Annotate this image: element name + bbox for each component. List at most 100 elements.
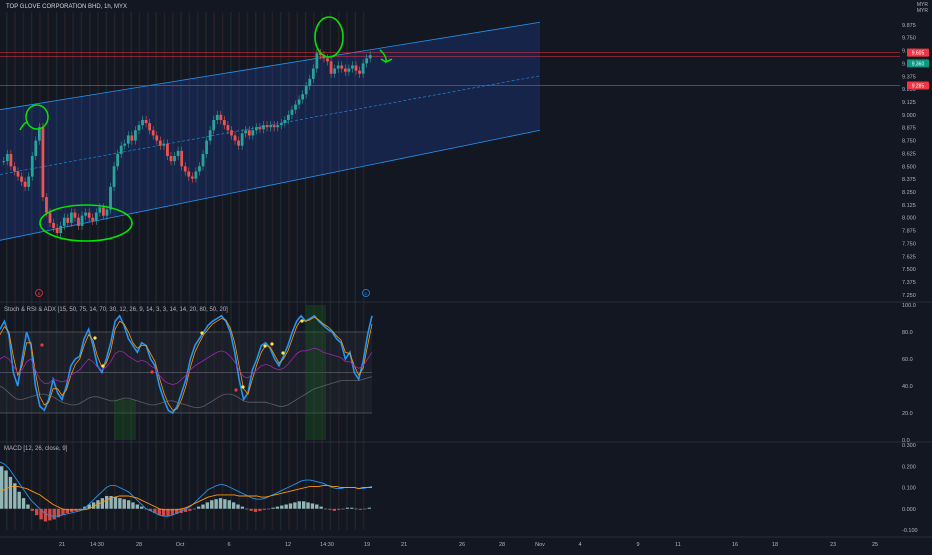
candle-body [258, 127, 262, 130]
macd-histogram-bar [148, 508, 153, 511]
candle-body [169, 156, 173, 162]
candle-body [212, 120, 216, 131]
candle-body [41, 127, 45, 198]
stoch-k-line [0, 314, 373, 415]
candle-body [297, 99, 301, 105]
stoch-signal-dot [40, 343, 44, 347]
session-stripe [14, 12, 16, 530]
candle-body [215, 114, 219, 120]
time-axis-tick: 18 [772, 542, 778, 548]
macd-histogram-bar [118, 498, 122, 509]
candle-body [233, 135, 237, 141]
macd-histogram-bar [345, 507, 350, 509]
macd-histogram-bar [245, 508, 249, 510]
candle-body [144, 120, 148, 124]
time-axis-tick: 23 [830, 542, 836, 548]
candle-body [2, 161, 6, 163]
candle-body [322, 55, 326, 59]
stoch-signal-dot [281, 351, 285, 355]
price-axis-tick: 7.875 [902, 229, 916, 235]
macd-histogram-bar [166, 508, 170, 517]
candle-body [55, 228, 59, 234]
candle-body [148, 123, 152, 131]
macd-histogram-bar [262, 508, 266, 510]
macd-axis-tick: 0.300 [902, 443, 916, 449]
session-stripe [72, 12, 74, 530]
time-axis-tick: 12 [285, 542, 291, 548]
macd-histogram-bar [258, 508, 262, 511]
price-axis-tick: 9.375 [902, 74, 916, 80]
macd-histogram-bar [188, 508, 192, 511]
session-stripe [338, 12, 340, 530]
candle-body [326, 58, 329, 62]
currency-label: MYR MYR [917, 2, 928, 14]
macd-histogram-bar [240, 506, 245, 509]
macd-histogram-bar [126, 500, 131, 509]
macd-histogram-bar [35, 508, 39, 516]
stoch-signal-dot [101, 364, 105, 368]
channel-mid-line [0, 75, 541, 175]
stoch-rsi-adx-label[interactable]: Stoch & RSI & ADX [15, 50, 75, 14, 70, 3… [4, 307, 228, 313]
candle-body [151, 130, 155, 136]
macd-histogram-bar [214, 499, 218, 509]
session-stripe [263, 12, 265, 530]
candle-body [59, 225, 63, 234]
session-stripe [80, 12, 83, 530]
annotation-stroke [19, 121, 29, 131]
session-stripe [238, 12, 240, 530]
session-stripe [55, 12, 58, 530]
price-axis-tick: 8.125 [902, 203, 916, 209]
earnings-marker-letter: E [38, 291, 41, 296]
stoch-signal-dot [150, 370, 154, 374]
session-stripe [138, 12, 141, 530]
stoch-d-line [0, 316, 373, 411]
adx-line [0, 376, 373, 409]
session-stripe [64, 12, 66, 530]
session-stripe [321, 12, 323, 530]
candle-body [109, 186, 112, 210]
candle-body [315, 53, 319, 69]
macd-histogram-bar [4, 470, 8, 509]
candle-body [119, 145, 123, 154]
time-axis-tick: 14:30 [90, 542, 104, 548]
macd-histogram-bar [253, 508, 258, 512]
session-stripe [221, 12, 224, 530]
candle-body [45, 197, 48, 213]
price-tag-bg [907, 48, 929, 57]
time-axis-tick: Oct [176, 542, 185, 548]
stoch-axis-tick: 80.0 [902, 330, 913, 336]
candle-body [98, 207, 102, 213]
candle-body [158, 140, 162, 146]
time-axis-tick: 11 [675, 542, 681, 548]
time-axis-tick: 16 [732, 542, 738, 548]
session-stripe [39, 12, 41, 530]
macd-histogram-bar [297, 501, 301, 509]
macd-histogram-bar [56, 508, 61, 518]
macd-line [0, 461, 373, 517]
macd-histogram-bar [8, 476, 13, 509]
price-axis-tick: 9.750 [902, 36, 916, 42]
macd-histogram-bar [39, 508, 43, 520]
price-axis-tick: 7.500 [902, 267, 916, 273]
candle-body [94, 212, 98, 221]
session-stripe [6, 12, 8, 530]
price-axis-tick: 7.375 [902, 280, 916, 286]
candle-body [23, 181, 27, 187]
candle-body [272, 125, 276, 128]
macd-histogram-bar [293, 502, 297, 509]
rsi-line [0, 347, 373, 386]
time-axis-tick: 21 [401, 542, 407, 548]
time-axis-tick: 25 [872, 542, 878, 548]
session-stripe [105, 12, 108, 530]
session-stripe [304, 12, 307, 530]
session-stripe [47, 12, 49, 530]
macd-histogram-bar [196, 506, 201, 509]
price-axis-tick: 8.000 [902, 216, 916, 222]
session-stripe [329, 12, 332, 530]
macd-histogram-bar [48, 508, 52, 521]
macd-label[interactable]: MACD [12, 26, close, 9] [4, 446, 68, 452]
candle-body [141, 120, 144, 126]
macd-histogram-bar [328, 508, 332, 510]
